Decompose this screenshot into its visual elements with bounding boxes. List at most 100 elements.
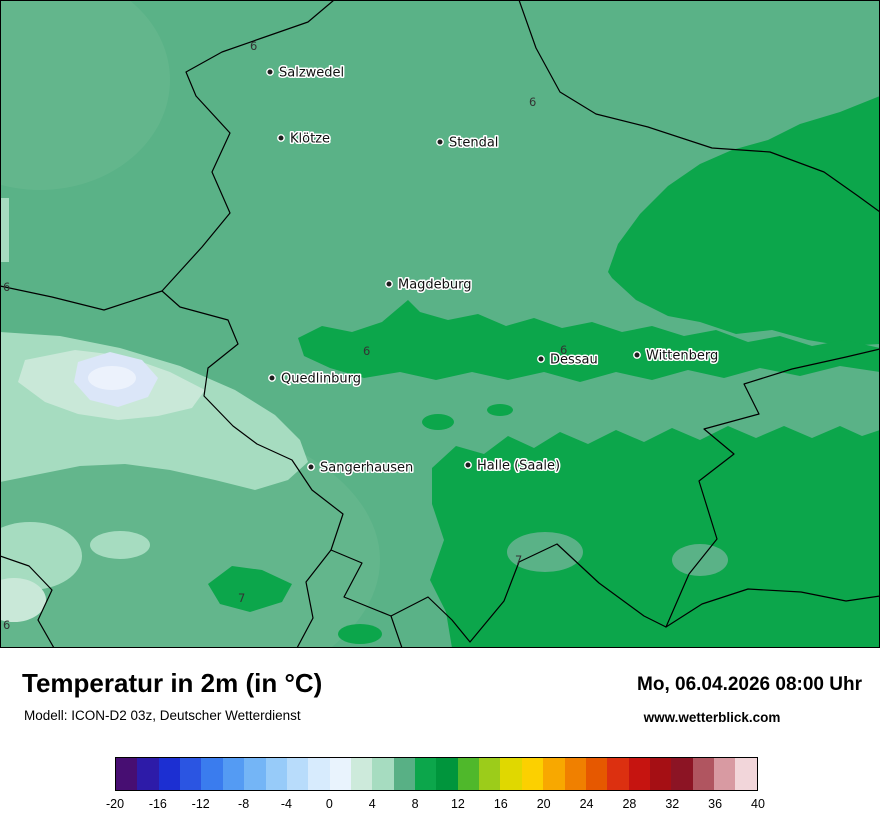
cool-strip-west (0, 198, 9, 262)
warm-region-southwest (208, 566, 292, 612)
warm-region-northeast (608, 96, 880, 346)
weather-map: 6 6 6 6 6 6 7 7 Salzwedel Klötze Stendal Magdeburg… (0, 0, 880, 648)
legend-tick-label: 12 (450, 797, 465, 811)
map-footer: Temperatur in 2m (in °C) Modell: ICON-D2… (0, 648, 880, 830)
state-border-southeast (665, 588, 880, 628)
warm-region-south (430, 426, 880, 648)
legend-segment (714, 758, 736, 790)
city-dot (464, 461, 472, 469)
legend-segment (457, 758, 480, 790)
legend-segment (158, 758, 181, 790)
city-marker-sangerhausen: Sangerhausen (307, 459, 415, 477)
legend-tick-label: 4 (368, 797, 376, 811)
legend-segment (372, 758, 394, 790)
contour-label: 6 (250, 39, 257, 53)
legend-segment (244, 758, 266, 790)
city-dot (537, 355, 545, 363)
legend-segment (521, 758, 544, 790)
website-label: www.wetterblick.com (643, 710, 781, 725)
city-label: Quedlinburg (281, 372, 361, 387)
contour-label: 7 (515, 553, 522, 567)
page-title: Temperatur in 2m (in °C) (22, 668, 323, 698)
city-label: Klötze (290, 132, 330, 147)
city-marker-kl-tze: Klötze (277, 130, 332, 148)
warm-patch-1 (422, 414, 454, 430)
city-dot (277, 134, 285, 142)
contour-label: 6 (560, 343, 567, 357)
legend-segment (350, 758, 373, 790)
city-layer: Salzwedel Klötze Stendal Magdeburg Quedlinbu… (266, 64, 720, 477)
city-marker-stendal: Stendal (436, 134, 500, 152)
legend-segment (692, 758, 715, 790)
city-marker-wittenberg: Wittenberg (633, 347, 720, 365)
legend-segment (564, 758, 586, 790)
legend-segment (222, 758, 245, 790)
legend-segment (543, 758, 565, 790)
legend-tick-label: -8 (238, 797, 250, 811)
state-border-north (518, 0, 880, 213)
cool-blob-sw1 (0, 522, 82, 590)
legend-tick-label: 28 (622, 797, 637, 811)
map-base-light-nw (0, 0, 170, 190)
city-label: Halle (Saale) (477, 459, 560, 474)
city-dot (266, 68, 274, 76)
legend-segment (500, 758, 522, 790)
city-label: Salzwedel (279, 66, 344, 81)
legend-segment (116, 758, 138, 790)
legend-segment (735, 758, 757, 790)
legend-segment (436, 758, 458, 790)
cold-region-brocken-core (88, 366, 136, 390)
city-marker-halle-saale: Halle (Saale) (464, 457, 562, 475)
contour-label: 6 (529, 95, 536, 109)
state-border-west (0, 285, 163, 311)
legend-tick-label: 8 (411, 797, 419, 811)
legend-segment (649, 758, 672, 790)
city-marker-quedlinburg: Quedlinburg (268, 370, 363, 388)
cool-blob-sw3 (0, 578, 46, 622)
state-border-southwest (0, 555, 55, 648)
city-marker-salzwedel: Salzwedel (266, 64, 346, 82)
contour-label: 6 (3, 618, 10, 632)
contour-label: 6 (363, 344, 370, 358)
city-dot (307, 463, 315, 471)
city-label: Stendal (449, 136, 498, 151)
legend-labels: -20 -16 -12 -8 -4 0 4 8 12 16 20 24 28 32 36 40 (106, 797, 765, 815)
legend-segment (393, 758, 416, 790)
city-dot (385, 280, 393, 288)
legend-tick-label: -16 (148, 797, 167, 811)
contour-label: 6 (3, 280, 10, 294)
legend-bar (115, 757, 758, 791)
legend-tick-label: -4 (280, 797, 293, 811)
legend-segment (180, 758, 202, 790)
model-info: Modell: ICON-D2 03z, Deutscher Wetterdie… (24, 708, 301, 723)
legend-segment (308, 758, 330, 790)
legend-segment (585, 758, 608, 790)
state-border-south-spur (390, 615, 403, 648)
legend-segment (628, 758, 650, 790)
legend-segment (607, 758, 629, 790)
cool-blob-sw2 (90, 531, 150, 559)
warm-patch-2 (487, 404, 513, 416)
legend-segment (286, 758, 309, 790)
legend-tick-label: 40 (751, 797, 765, 811)
warm-patch-3 (338, 624, 382, 644)
legend-segment (415, 758, 437, 790)
legend-segment (137, 758, 159, 790)
legend-tick-label: -20 (105, 797, 125, 811)
city-dot (268, 374, 276, 382)
city-label: Wittenberg (646, 349, 718, 364)
weather-map-region: 6 6 6 6 6 6 7 7 Salzwedel Klötze Stendal Magdeburg… (0, 0, 880, 648)
legend-segment (329, 758, 351, 790)
legend-tick-label: 32 (665, 797, 680, 811)
contour-layer: 6 6 6 6 6 6 7 7 (3, 39, 567, 632)
city-label: Sangerhausen (320, 461, 413, 476)
legend-tick-label: 36 (708, 797, 723, 811)
city-label: Dessau (550, 353, 598, 368)
legend-tick-label: -12 (191, 797, 210, 811)
legend-segment (201, 758, 223, 790)
warm-region-gap-1 (507, 532, 583, 572)
city-label: Magdeburg (398, 278, 472, 293)
warm-region-middle-band (298, 300, 880, 382)
legend-segment (479, 758, 501, 790)
city-dot (436, 138, 444, 146)
